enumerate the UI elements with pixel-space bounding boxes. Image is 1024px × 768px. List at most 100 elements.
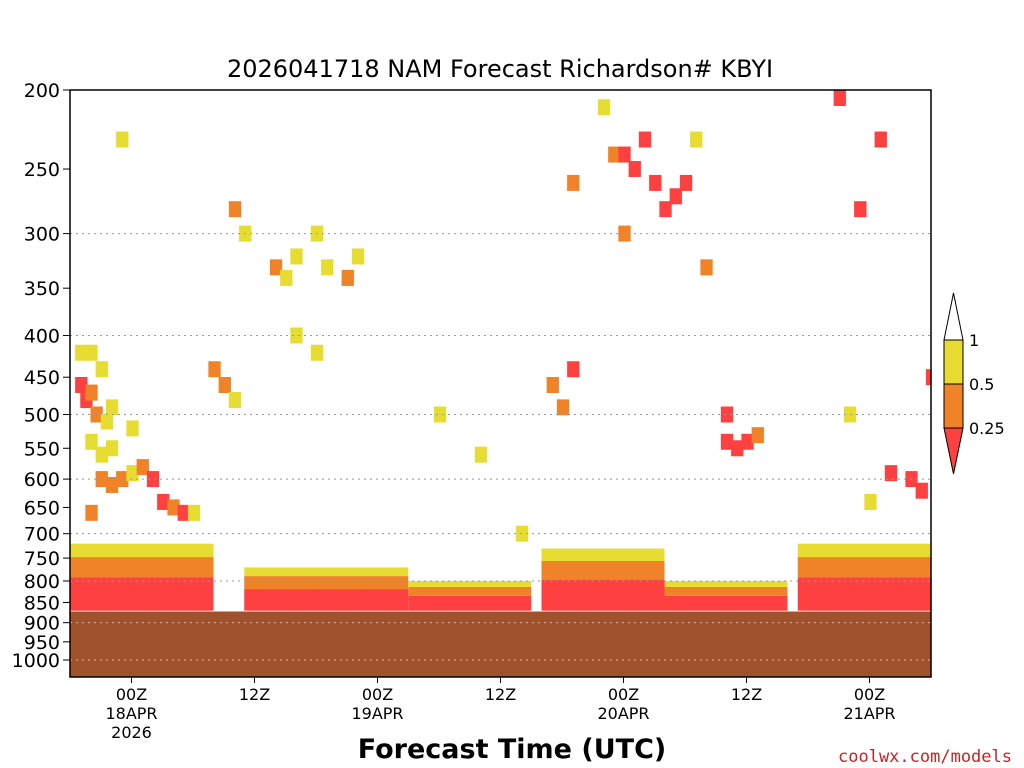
ri-cell — [608, 146, 621, 163]
ri-cell — [874, 131, 887, 148]
ri-cell — [751, 427, 764, 444]
y-tick-label: 200 — [24, 80, 60, 102]
ri-cell — [116, 471, 129, 488]
y-tick-label: 700 — [24, 524, 60, 546]
y-tick-label: 900 — [24, 613, 60, 635]
pbl-band-cell — [541, 548, 665, 561]
ri-cell — [157, 493, 170, 510]
y-tick-label: 650 — [24, 497, 60, 519]
pbl-band-cell — [664, 595, 788, 611]
ri-cell — [915, 482, 928, 499]
ri-cell — [290, 327, 303, 344]
x-tick-year-label: 2026 — [111, 723, 152, 742]
ri-cell — [618, 146, 631, 163]
pbl-band-cell — [541, 560, 665, 580]
ri-cell — [649, 174, 662, 191]
ri-cell — [228, 392, 242, 409]
ri-cell — [167, 499, 180, 516]
ri-cell — [556, 399, 570, 416]
y-tick-label: 1000 — [12, 650, 60, 672]
ri-cell — [105, 440, 119, 457]
ri-cell — [126, 465, 139, 482]
ri-cell — [85, 344, 98, 361]
ri-cell — [85, 433, 98, 450]
ri-cell — [90, 406, 103, 423]
ri-cell — [741, 433, 754, 450]
pbl-band-cell — [797, 543, 931, 558]
ri-cell — [638, 131, 652, 148]
ri-cell — [136, 459, 149, 476]
y-tick-label: 450 — [24, 367, 60, 389]
x-axis-label: Forecast Time (UTC) — [358, 734, 666, 765]
ri-cell — [85, 504, 98, 521]
ri-cell — [720, 433, 734, 450]
ri-cell — [567, 174, 580, 191]
y-tick-label: 400 — [24, 325, 60, 347]
ri-cell — [85, 384, 98, 401]
ri-cell — [474, 446, 488, 463]
ri-cell — [659, 201, 672, 218]
colorbar-extend-bottom — [943, 427, 964, 475]
pbl-band-cell — [70, 543, 214, 558]
y-tick-label: 950 — [24, 632, 60, 654]
x-tick-date-label: 18APR — [105, 704, 157, 723]
ri-cell — [290, 248, 303, 265]
ri-cell — [597, 99, 611, 116]
ri-cell — [690, 131, 703, 148]
colorbar: 0.25 0.5 1 — [943, 292, 1005, 475]
ri-cell — [515, 525, 529, 542]
pbl-band-cell — [70, 577, 214, 611]
ri-cell — [864, 493, 877, 510]
ri-cell — [269, 259, 283, 276]
pbl-band-cell — [244, 567, 409, 577]
ri-cell — [925, 369, 931, 386]
ri-cell — [310, 344, 324, 361]
ri-cell — [218, 376, 231, 393]
pbl-band-cell — [244, 576, 409, 590]
ri-cell — [433, 406, 447, 423]
ri-cell — [126, 420, 139, 437]
ri-cell — [341, 269, 354, 286]
ri-cell — [105, 476, 119, 493]
x-tick-label: 00Z — [362, 685, 393, 704]
ri-cell — [208, 361, 221, 378]
pbl-band-cell — [541, 579, 665, 611]
y-tick-label: 600 — [24, 469, 60, 491]
ri-cell — [146, 471, 160, 488]
plot-area — [70, 90, 931, 677]
colorbar-label: 0.25 — [969, 419, 1005, 438]
y-tick-label: 300 — [24, 224, 60, 246]
ri-cell — [679, 174, 693, 191]
pbl-band-cell — [408, 595, 532, 611]
ri-cell — [720, 406, 734, 423]
ri-cell — [228, 201, 242, 218]
y-tick-label: 500 — [24, 405, 60, 427]
ri-cell — [95, 361, 108, 378]
ri-cell — [177, 504, 190, 521]
y-axis: 200 250 300 350 400 450 500 550 600 650 7007508008… — [12, 80, 70, 672]
x-tick-date-label: 21APR — [843, 704, 895, 723]
colorbar-segment — [943, 339, 964, 385]
ri-cell — [105, 399, 119, 416]
pbl-band-cell — [664, 586, 788, 596]
y-tick-label: 800 — [24, 571, 60, 593]
ri-cell — [75, 344, 88, 361]
x-tick-label: 00Z — [116, 685, 147, 704]
colorbar-label: 0.5 — [969, 375, 994, 394]
pbl-band-cell — [797, 557, 931, 578]
x-tick-date-label: 20APR — [597, 704, 649, 723]
pbl-band-cell — [408, 580, 532, 587]
x-tick-label: 12Z — [731, 685, 762, 704]
pbl-band-cell — [70, 557, 214, 578]
ground-fill — [70, 611, 931, 677]
ri-cell — [116, 131, 129, 148]
y-tick-label: 750 — [24, 548, 60, 570]
ri-cell — [884, 465, 898, 482]
chart-title: 2026041718 NAM Forecast Richardson# KBYI — [227, 55, 773, 83]
ri-cell — [669, 188, 682, 205]
pbl-band-cell — [408, 586, 532, 596]
ri-cell — [351, 248, 365, 265]
colorbar-segment — [943, 383, 964, 429]
